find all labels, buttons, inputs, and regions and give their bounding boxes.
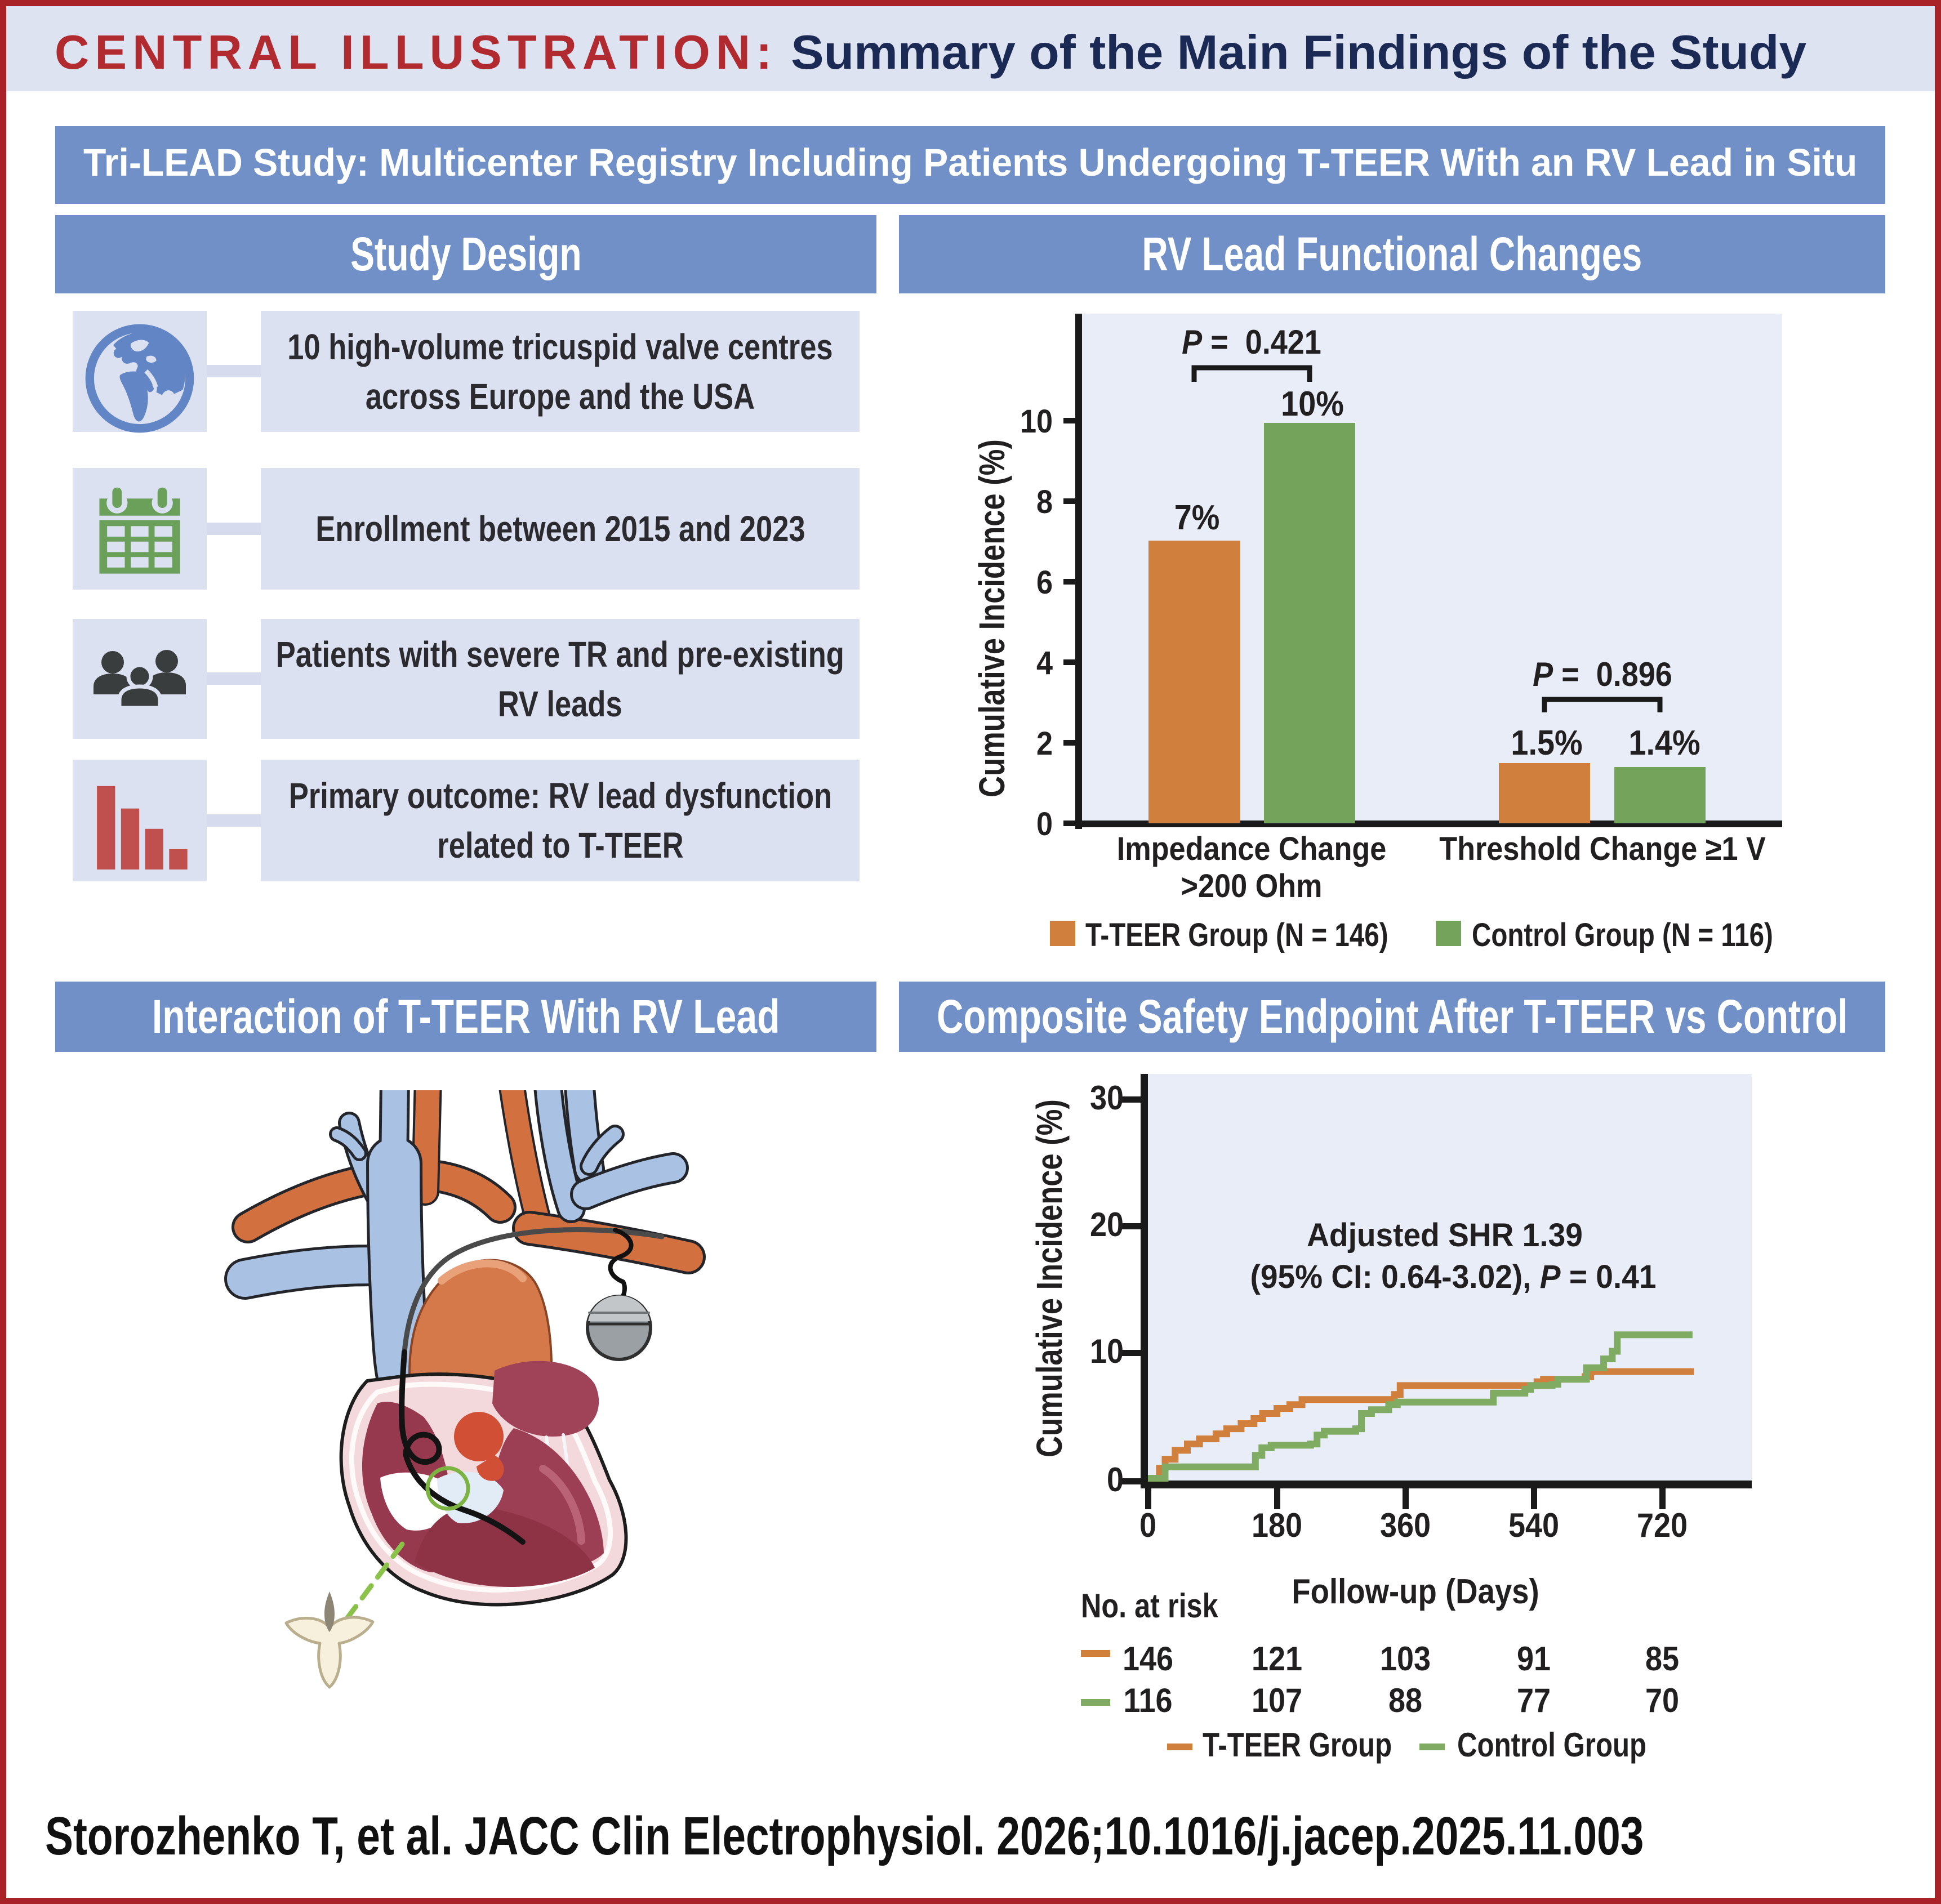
svg-text:360: 360 xyxy=(1380,1506,1431,1544)
svg-text:20: 20 xyxy=(1090,1206,1124,1243)
svg-text:540: 540 xyxy=(1508,1506,1559,1544)
svg-text:103: 103 xyxy=(1380,1640,1431,1678)
svg-text:1.4%: 1.4% xyxy=(1628,724,1700,762)
svg-text:4: 4 xyxy=(1036,644,1053,681)
svg-text:Threshold Change ≥1 V: Threshold Change ≥1 V xyxy=(1439,830,1766,867)
svg-text:Adjusted SHR 1.39: Adjusted SHR 1.39 xyxy=(1307,1217,1583,1254)
svg-text:116: 116 xyxy=(1123,1682,1172,1719)
svg-text:Follow-up (Days): Follow-up (Days) xyxy=(1292,1572,1539,1611)
svg-text:1.5%: 1.5% xyxy=(1511,724,1582,762)
svg-text:8: 8 xyxy=(1036,483,1053,520)
svg-text:6: 6 xyxy=(1036,564,1053,600)
svg-text:91: 91 xyxy=(1517,1640,1551,1678)
svg-text:2: 2 xyxy=(1036,725,1053,761)
svg-text:720: 720 xyxy=(1637,1506,1688,1544)
svg-text:107: 107 xyxy=(1252,1682,1302,1719)
svg-text:T-TEER Group (N = 146): T-TEER Group (N = 146) xyxy=(1085,917,1388,954)
svg-text:121: 121 xyxy=(1252,1640,1302,1678)
svg-text:Cumulative Incidence (%): Cumulative Incidence (%) xyxy=(972,439,1012,797)
svg-text:0: 0 xyxy=(1107,1461,1124,1499)
svg-text:T-TEER Group: T-TEER Group xyxy=(1203,1725,1392,1764)
svg-text:10: 10 xyxy=(1020,403,1053,439)
svg-text:70: 70 xyxy=(1645,1682,1679,1719)
svg-text:88: 88 xyxy=(1388,1682,1422,1719)
svg-text:85: 85 xyxy=(1645,1640,1679,1678)
svg-text:10%: 10% xyxy=(1281,385,1344,423)
svg-text:P = 0.896: P = 0.896 xyxy=(1533,656,1672,693)
svg-text:Control Group: Control Group xyxy=(1457,1725,1646,1764)
svg-text:77: 77 xyxy=(1517,1682,1551,1719)
svg-text:Control Group (N = 116): Control Group (N = 116) xyxy=(1472,917,1773,954)
svg-text:>200 Ohm: >200 Ohm xyxy=(1181,867,1323,904)
svg-text:P = 0.421: P = 0.421 xyxy=(1182,323,1321,361)
svg-text:(95% CI: 0.64-3.02), P = 0.41: (95% CI: 0.64-3.02), P = 0.41 xyxy=(1250,1259,1656,1295)
svg-text:Cumulative Incidence (%): Cumulative Incidence (%) xyxy=(1030,1099,1070,1457)
svg-text:Impedance Change: Impedance Change xyxy=(1117,830,1386,867)
svg-text:146: 146 xyxy=(1123,1640,1173,1678)
svg-text:0: 0 xyxy=(1139,1506,1156,1544)
svg-text:180: 180 xyxy=(1252,1506,1302,1544)
svg-text:10: 10 xyxy=(1090,1332,1124,1370)
svg-text:7%: 7% xyxy=(1174,498,1220,537)
svg-text:0: 0 xyxy=(1036,805,1053,842)
svg-text:No. at risk: No. at risk xyxy=(1081,1587,1218,1625)
svg-text:30: 30 xyxy=(1090,1079,1124,1117)
